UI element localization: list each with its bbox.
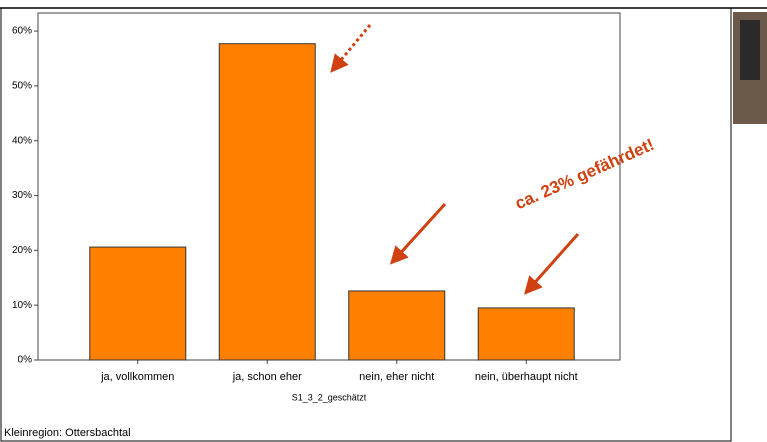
y-tick-label: 40% [12,135,32,146]
x-tick-label: nein, eher nicht [359,371,434,383]
arrow [524,233,580,295]
y-tick-label: 20% [12,245,32,256]
y-tick-label: 30% [12,190,32,201]
x-tick-label: ja, vollkommen [100,371,174,383]
footer: Kleinregion: Ottersbachtal [4,427,131,439]
bar [477,307,575,361]
x-tick-label: ja, schon eher [232,371,302,383]
bar [89,246,187,361]
y-tick-label: 60% [12,26,32,37]
arrow [389,202,447,265]
x-tick-label: nein, überhaupt nicht [475,371,578,383]
bar [348,290,446,361]
y-tick-label: 10% [12,300,32,311]
x-axis-label: S1_3_2_geschätzt [292,392,367,402]
frame [0,7,732,442]
arrow [330,24,372,73]
thumbnail-figure [740,20,760,80]
y-tick-label: 50% [12,81,32,92]
arrows [330,24,580,295]
bar [218,43,316,361]
y-tick-label: 0% [18,355,33,366]
